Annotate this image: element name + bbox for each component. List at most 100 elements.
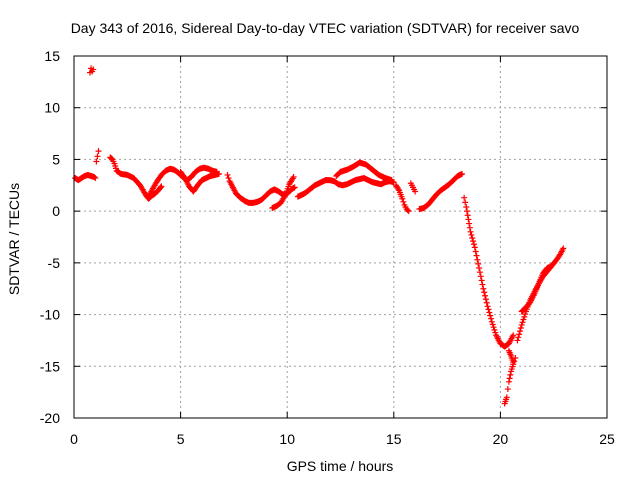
axis-ticks bbox=[73, 55, 608, 419]
data-point bbox=[522, 311, 529, 318]
data-point bbox=[470, 241, 477, 248]
data-point bbox=[461, 194, 468, 201]
x-tick-label: 0 bbox=[70, 431, 78, 447]
data-point bbox=[464, 212, 471, 219]
data-point bbox=[548, 262, 555, 269]
data-point bbox=[290, 174, 297, 181]
data-points bbox=[72, 65, 567, 407]
data-point bbox=[519, 319, 526, 326]
data-point bbox=[517, 325, 524, 332]
data-point bbox=[91, 174, 98, 181]
x-tick-label: 5 bbox=[177, 431, 185, 447]
y-tick-label: 0 bbox=[52, 203, 60, 219]
y-tick-label: 10 bbox=[44, 100, 60, 116]
data-point bbox=[463, 204, 470, 211]
data-point bbox=[487, 312, 494, 319]
data-point bbox=[479, 281, 486, 288]
data-point bbox=[463, 208, 470, 215]
y-tick-label: -15 bbox=[40, 358, 60, 374]
x-tick-label: 15 bbox=[386, 431, 402, 447]
data-point bbox=[404, 207, 411, 214]
data-point bbox=[486, 309, 493, 316]
data-point bbox=[465, 216, 472, 223]
data-point bbox=[475, 260, 482, 267]
data-point bbox=[473, 252, 480, 259]
data-point bbox=[395, 186, 402, 193]
data-point bbox=[490, 324, 497, 331]
data-point bbox=[95, 148, 102, 155]
data-point bbox=[484, 303, 491, 310]
data-point bbox=[518, 321, 525, 328]
data-point bbox=[488, 318, 495, 325]
data-point bbox=[412, 188, 419, 195]
data-point bbox=[399, 195, 406, 202]
data-point bbox=[481, 289, 488, 296]
x-tick-label: 10 bbox=[279, 431, 295, 447]
data-point bbox=[483, 299, 490, 306]
data-point bbox=[215, 170, 222, 177]
y-tick-label: -5 bbox=[48, 255, 61, 271]
data-point bbox=[158, 183, 165, 190]
data-point bbox=[388, 177, 395, 184]
y-axis-label: SDTVAR / TECUs bbox=[6, 183, 22, 295]
data-point bbox=[482, 292, 489, 299]
data-point bbox=[480, 285, 487, 292]
x-tick-labels: 0 5 10 15 20 25 bbox=[70, 431, 615, 447]
data-point bbox=[492, 329, 499, 336]
data-point bbox=[505, 378, 512, 385]
data-point bbox=[516, 331, 523, 338]
data-point bbox=[459, 170, 466, 177]
data-point bbox=[93, 158, 100, 165]
data-point bbox=[517, 328, 524, 335]
grid-lines bbox=[74, 56, 607, 418]
data-point bbox=[225, 175, 232, 182]
y-tick-label: 15 bbox=[44, 48, 60, 64]
data-point bbox=[506, 375, 513, 382]
y-tick-label: -20 bbox=[40, 410, 60, 426]
data-point bbox=[476, 269, 483, 276]
data-point bbox=[224, 171, 231, 178]
data-point bbox=[478, 277, 485, 284]
data-point bbox=[400, 198, 407, 205]
data-point bbox=[510, 359, 517, 366]
data-point bbox=[482, 296, 489, 303]
data-point bbox=[521, 313, 528, 320]
plot-frame bbox=[73, 55, 608, 419]
data-point bbox=[157, 184, 164, 191]
data-point bbox=[476, 265, 483, 272]
data-point bbox=[467, 228, 474, 235]
data-point bbox=[90, 66, 97, 73]
data-point bbox=[291, 184, 298, 191]
data-point bbox=[507, 371, 514, 378]
data-point bbox=[520, 316, 527, 323]
data-point bbox=[462, 199, 469, 206]
data-point bbox=[474, 256, 481, 263]
data-point bbox=[510, 332, 517, 339]
data-point bbox=[92, 175, 99, 182]
data-point bbox=[466, 224, 473, 231]
data-point bbox=[469, 235, 476, 242]
data-point bbox=[405, 208, 412, 215]
data-point bbox=[468, 231, 475, 238]
data-point bbox=[504, 386, 511, 393]
y-tick-labels: -20 -15 -10 -5 0 5 10 15 bbox=[40, 48, 60, 426]
data-point bbox=[488, 315, 495, 322]
chart-title: Day 343 of 2016, Sidereal Day-to-day VTE… bbox=[71, 20, 580, 36]
x-tick-label: 25 bbox=[599, 431, 615, 447]
data-point bbox=[485, 306, 492, 313]
data-point bbox=[471, 244, 478, 251]
data-point bbox=[466, 220, 473, 227]
y-tick-label: -10 bbox=[40, 307, 60, 323]
data-point bbox=[514, 337, 521, 344]
data-point bbox=[491, 326, 498, 333]
data-point bbox=[515, 334, 522, 341]
data-point bbox=[94, 153, 101, 160]
data-point bbox=[560, 245, 567, 252]
data-point bbox=[472, 248, 479, 255]
x-axis-label: GPS time / hours bbox=[287, 458, 394, 474]
data-point bbox=[470, 238, 477, 245]
x-tick-label: 20 bbox=[493, 431, 509, 447]
data-point bbox=[503, 394, 510, 401]
data-point bbox=[477, 273, 484, 280]
